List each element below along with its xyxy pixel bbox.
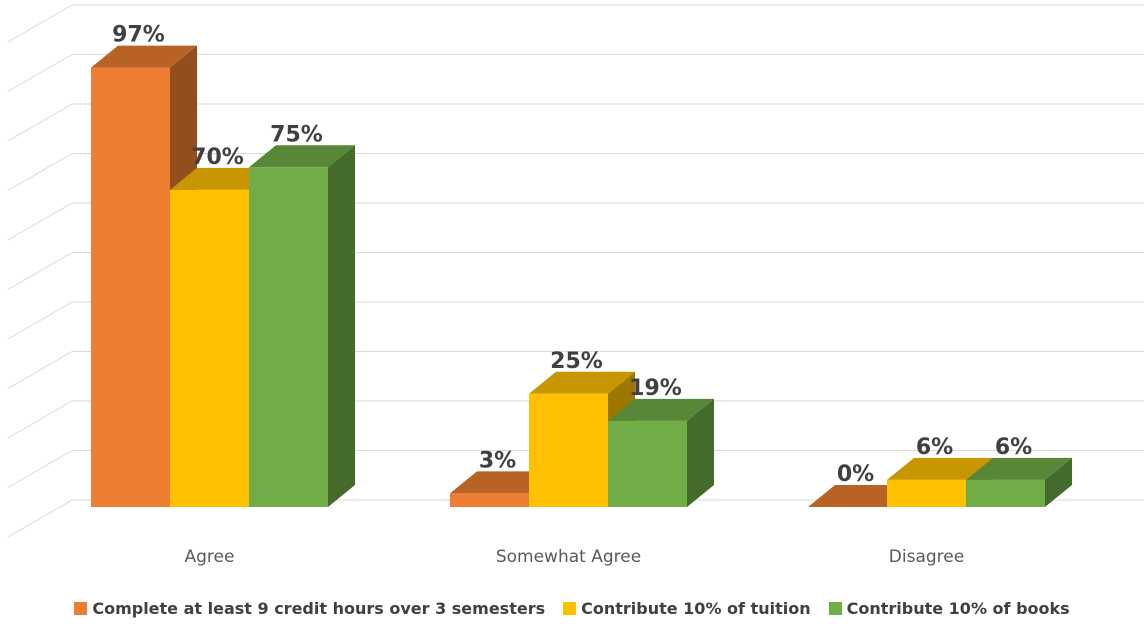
category-label: Agree xyxy=(185,547,235,567)
data-label: 25% xyxy=(550,349,603,374)
legend-item-credit-hours: Complete at least 9 credit hours over 3 … xyxy=(74,599,545,618)
data-label: 6% xyxy=(995,435,1032,460)
gridline-side xyxy=(7,252,73,290)
gridline-side xyxy=(7,153,73,191)
bar-top xyxy=(966,457,1072,480)
gridline-side xyxy=(7,54,73,92)
gridline-side xyxy=(7,351,73,389)
bar-front xyxy=(529,393,608,507)
data-label: 75% xyxy=(270,122,323,147)
bar-side xyxy=(328,145,355,507)
data-label: 6% xyxy=(916,435,953,460)
bar xyxy=(608,398,714,507)
bar-top xyxy=(608,398,714,421)
gridline-side xyxy=(7,499,73,538)
gridline-side xyxy=(7,301,73,340)
data-label: 70% xyxy=(191,145,244,170)
bar-front xyxy=(170,189,249,507)
bar-front xyxy=(450,493,529,507)
gridline-side xyxy=(7,400,73,439)
legend-swatch xyxy=(828,601,842,615)
category-label: Somewhat Agree xyxy=(496,547,641,567)
bar-top xyxy=(91,45,197,68)
data-label: 97% xyxy=(112,23,165,48)
legend-label: Contribute 10% of books xyxy=(846,598,1070,618)
bar-side xyxy=(687,398,714,507)
bar xyxy=(966,457,1072,507)
legend-label: Contribute 10% of tuition xyxy=(581,598,811,618)
data-label: 3% xyxy=(479,448,516,473)
bar-front xyxy=(249,167,328,507)
gridline-side xyxy=(7,4,73,43)
bar-top xyxy=(529,371,635,394)
bar-front xyxy=(966,479,1045,507)
bar-front xyxy=(91,67,170,507)
data-label: 0% xyxy=(837,462,874,487)
category-label: Disagree xyxy=(889,547,964,567)
legend-swatch xyxy=(74,601,88,615)
legend-item-books: Contribute 10% of books xyxy=(828,598,1070,618)
data-label: 19% xyxy=(629,376,682,401)
bar xyxy=(249,145,355,507)
legend-swatch xyxy=(563,601,577,615)
legend-label: Complete at least 9 credit hours over 3 … xyxy=(92,598,546,618)
legend: Complete at least 9 credit hours over 3 … xyxy=(0,594,1144,622)
gridline-side xyxy=(7,103,73,142)
gridline-side xyxy=(7,450,73,488)
gridline-side xyxy=(7,202,73,241)
bars xyxy=(91,45,1072,508)
bar-front xyxy=(887,479,966,507)
data-labels: 97% 70% 75% 3% 25% 19% 0% 6% 6% xyxy=(112,23,1032,487)
bar-top xyxy=(249,145,355,168)
bar-front xyxy=(608,420,687,507)
bar-top xyxy=(887,457,993,480)
legend-item-tuition: Contribute 10% of tuition xyxy=(563,599,811,618)
bar-side xyxy=(1045,457,1072,507)
category-axis: Agree Somewhat Agree Disagree xyxy=(185,547,965,567)
